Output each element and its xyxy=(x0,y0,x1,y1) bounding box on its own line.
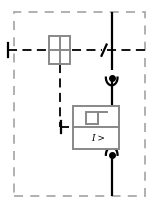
Text: I >: I > xyxy=(91,133,105,143)
Bar xyxy=(49,36,70,64)
Bar xyxy=(14,12,145,197)
Bar xyxy=(73,106,119,149)
Bar xyxy=(86,112,98,124)
